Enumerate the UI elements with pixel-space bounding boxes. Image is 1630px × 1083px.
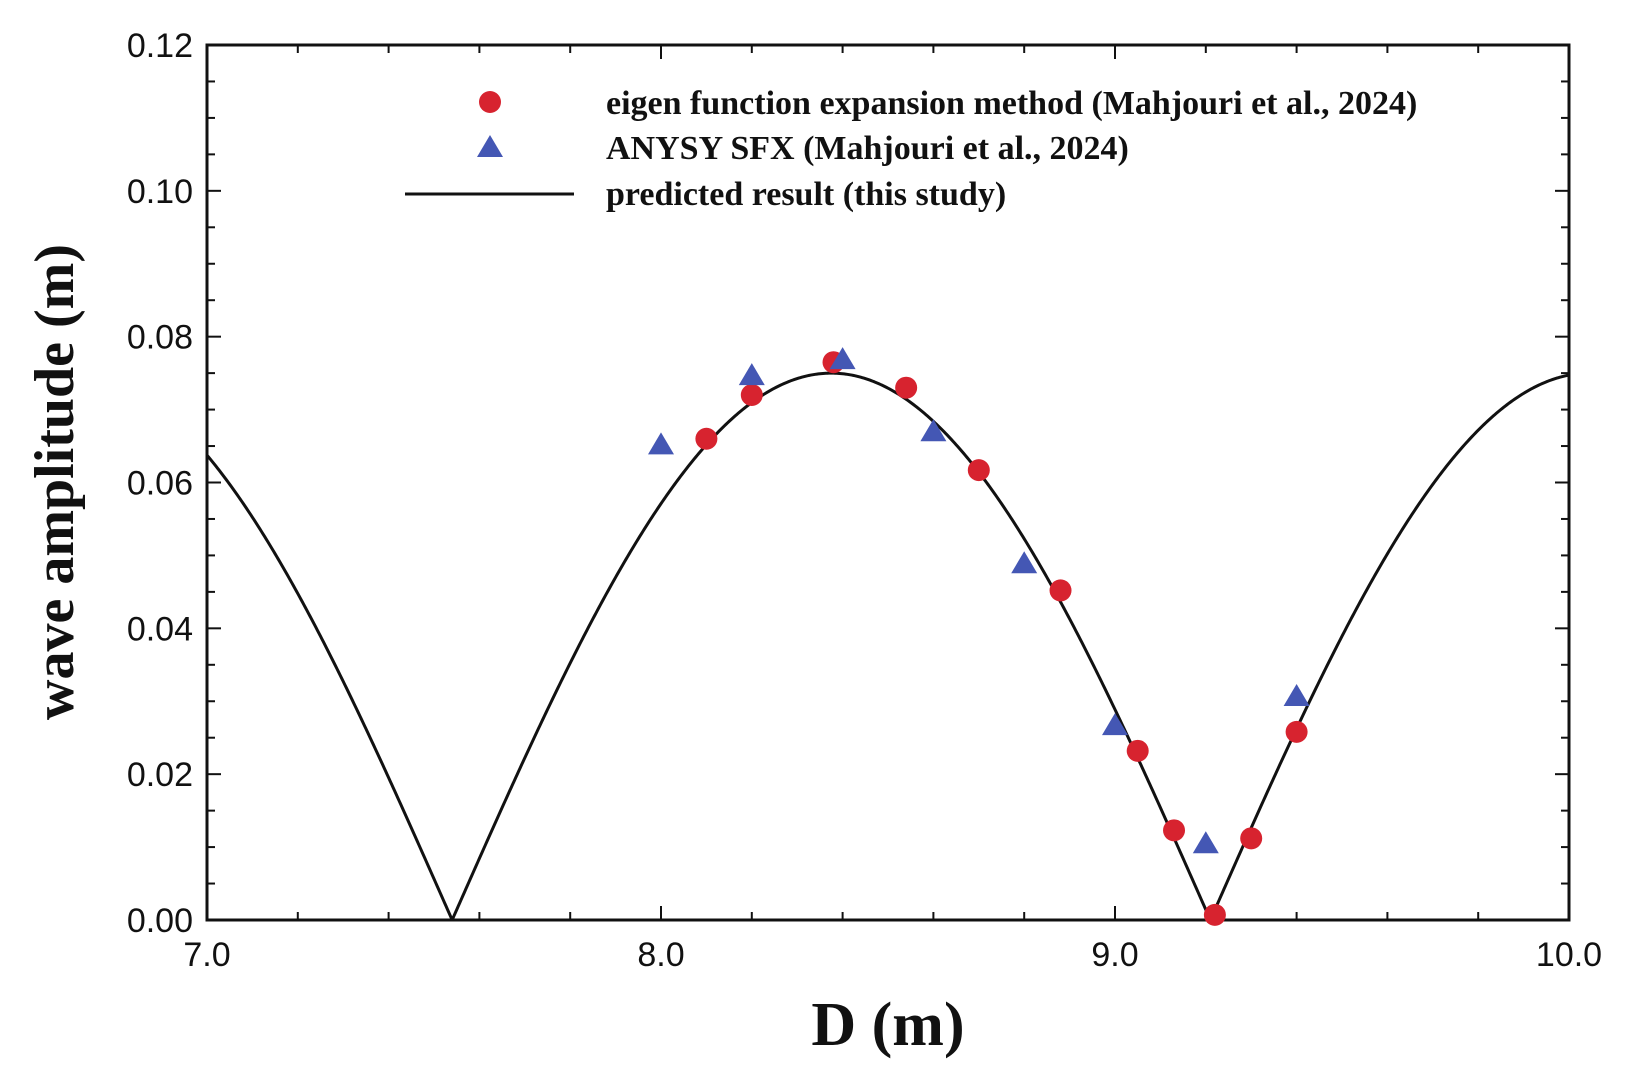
ansys-cfx-point <box>738 363 765 386</box>
ansys-cfx-point <box>920 419 947 442</box>
y-tick-label: 0.00 <box>127 902 193 940</box>
eigen-method-point <box>1240 827 1263 850</box>
y-tick-label: 0.08 <box>127 319 193 357</box>
ansys-cfx-point <box>1192 831 1219 854</box>
eigen-method-point <box>1163 819 1186 842</box>
legend-item-predicted-result: predicted result (this study) <box>405 176 1006 213</box>
legend-triangle-marker <box>477 135 503 157</box>
y-axis-title: wave amplitude (m) <box>24 244 86 720</box>
legend-label: eigen function expansion method (Mahjour… <box>606 85 1417 122</box>
x-tick-label: 9.0 <box>1091 936 1138 974</box>
eigen-method-point <box>967 459 990 482</box>
legend-item-ansys-cfx: ANYSY SFX (Mahjouri et al., 2024) <box>477 130 1129 167</box>
legend: eigen function expansion method (Mahjour… <box>405 85 1417 213</box>
ansys-cfx-point <box>1102 713 1128 736</box>
legend-circle-marker <box>479 91 501 113</box>
eigen-method-point <box>1049 579 1072 602</box>
series-layer <box>205 347 1570 926</box>
y-tick-label: 0.04 <box>127 610 193 648</box>
ansys-cfx-point <box>648 432 674 455</box>
ansys-cfx-point <box>1283 683 1310 706</box>
y-tick-label: 0.06 <box>127 465 193 503</box>
y-tick-label: 0.10 <box>127 173 193 211</box>
tick-labels: 7.0 8.0 9.0 10.0 0.00 0.02 0.04 0.06 0.08 0.10 0.1… <box>127 27 1602 974</box>
x-tick-label: 7.0 <box>183 936 230 974</box>
x-tick-label: 10.0 <box>1536 936 1602 974</box>
tick-marks <box>206 44 1570 921</box>
legend-label: ANYSY SFX (Mahjouri et al., 2024) <box>606 130 1129 167</box>
eigen-method-point <box>740 384 763 406</box>
x-tick-label: 8.0 <box>637 936 684 974</box>
eigen-method-point <box>1126 739 1149 762</box>
legend-item-eigen-method: eigen function expansion method (Mahjour… <box>479 85 1417 122</box>
eigen-method-point <box>695 427 718 450</box>
eigen-method-point <box>1203 903 1226 926</box>
ansys-cfx-point <box>1011 551 1038 574</box>
eigen-method-point <box>895 376 918 399</box>
predicted-result-line <box>205 371 1570 922</box>
y-tick-label: 0.02 <box>127 756 193 794</box>
x-axis-title: D (m) <box>811 991 964 1059</box>
y-tick-label: 0.12 <box>127 27 193 65</box>
eigen-method-point <box>1285 720 1308 743</box>
ansys-cfx-point <box>829 347 856 370</box>
legend-label: predicted result (this study) <box>606 176 1006 213</box>
